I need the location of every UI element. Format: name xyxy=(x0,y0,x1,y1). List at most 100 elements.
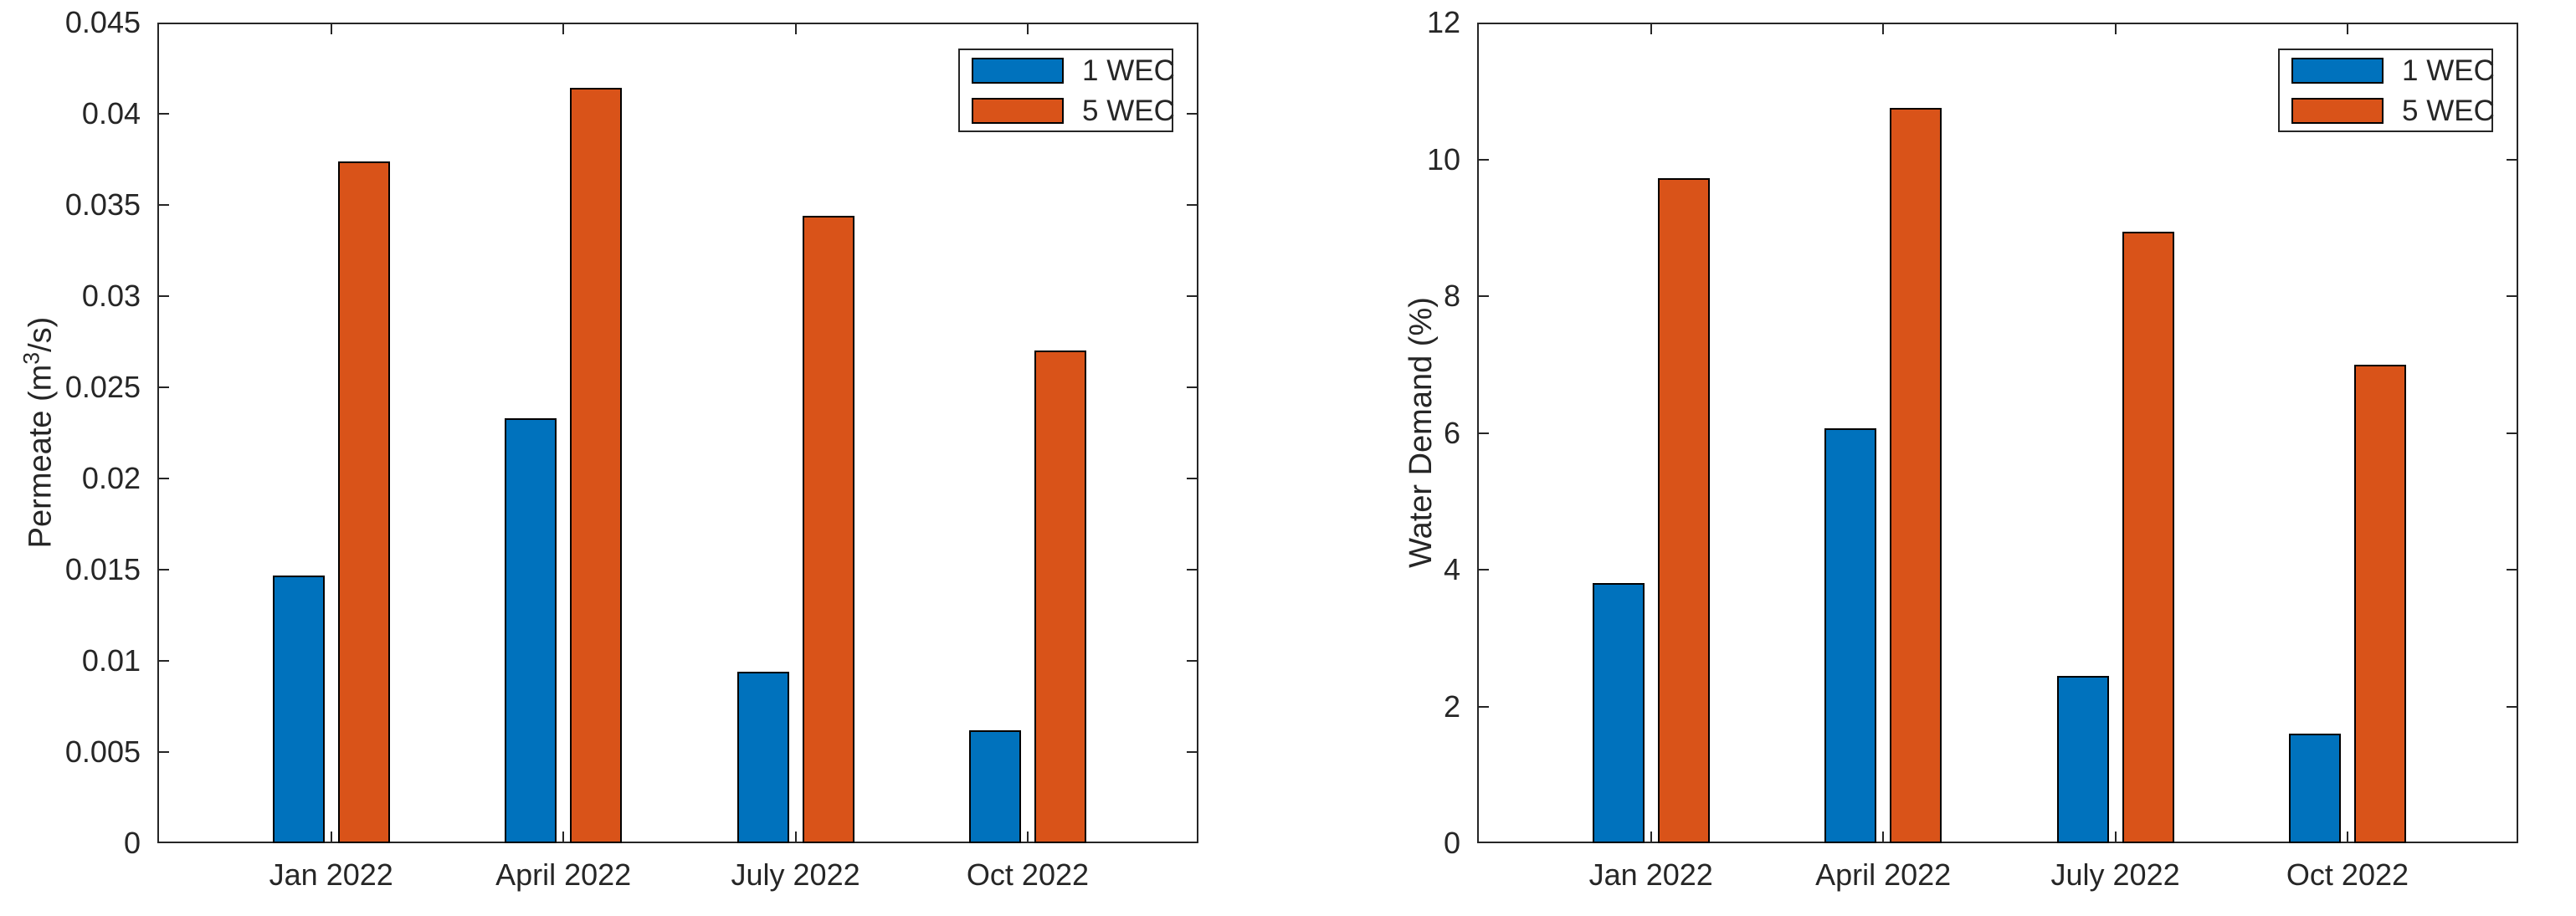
y-axis-title-text: Water Demand (%) xyxy=(1403,297,1439,568)
bar-1wec-july-2022 xyxy=(736,672,789,843)
legend-item: 1 WEC xyxy=(972,56,1175,85)
bar-5wec-oct-2022 xyxy=(1034,351,1086,843)
x-tick-mark xyxy=(2346,832,2348,843)
legend-swatch-5wec xyxy=(972,97,1064,124)
y-tick-label: 0.015 xyxy=(64,552,141,586)
x-tick-label: April 2022 xyxy=(495,857,632,892)
x-tick-label: July 2022 xyxy=(2050,857,2180,892)
x-tick-mark xyxy=(794,832,797,843)
bar-5wec-oct-2022 xyxy=(2353,364,2406,843)
y-tick-mark xyxy=(157,660,169,662)
y-tick-label: 4 xyxy=(1443,552,1460,586)
bar-5wec-jan-2022 xyxy=(1657,177,1710,843)
x-tick-label: July 2022 xyxy=(731,857,860,892)
bar-1wec-jan-2022 xyxy=(272,575,325,843)
x-tick-label: Jan 2022 xyxy=(269,857,393,892)
legend-label: 1 WEC xyxy=(2402,54,2495,87)
x-tick-mark xyxy=(1882,23,1885,34)
legend-swatch-5wec xyxy=(2291,97,2384,124)
legend-item: 5 WEC xyxy=(972,96,1175,125)
y-tick-label: 0.035 xyxy=(64,187,141,222)
x-tick-label: Oct 2022 xyxy=(2286,857,2409,892)
y-tick-mark xyxy=(157,113,169,115)
y-axis-title-superscript: 3 xyxy=(18,351,44,365)
y-tick-mark xyxy=(2507,295,2518,297)
legend-label: 5 WEC xyxy=(2402,94,2495,127)
y-tick-mark xyxy=(1187,386,1198,388)
x-tick-label: April 2022 xyxy=(1815,857,1952,892)
x-tick-label: Jan 2022 xyxy=(1588,857,1713,892)
y-tick-mark xyxy=(157,751,169,753)
legend: 1 WEC 5 WEC xyxy=(2278,49,2495,132)
y-tick-mark xyxy=(1187,478,1198,479)
y-tick-label: 10 xyxy=(1426,141,1460,177)
y-tick-mark xyxy=(1187,751,1198,753)
y-tick-label: 6 xyxy=(1443,415,1460,450)
y-tick-label: 0 xyxy=(123,826,141,860)
y-tick-label: 0.04 xyxy=(81,96,141,130)
y-tick-label: 0.045 xyxy=(64,5,141,39)
y-tick-mark xyxy=(1187,204,1198,206)
bar-5wec-april-2022 xyxy=(1890,108,1942,843)
y-tick-label: 0.01 xyxy=(81,643,141,678)
y-tick-mark xyxy=(1477,705,1489,708)
y-axis-title-text: /s) xyxy=(22,316,58,352)
x-tick-mark xyxy=(562,832,565,843)
bar-5wec-july-2022 xyxy=(2122,232,2174,843)
bar-5wec-july-2022 xyxy=(802,216,854,843)
x-tick-mark xyxy=(562,23,565,34)
legend-swatch-1wec xyxy=(2291,57,2384,84)
y-axis-title: Permeate (m3/s) xyxy=(18,316,58,549)
y-tick-label: 0.02 xyxy=(81,461,141,495)
y-tick-mark xyxy=(1477,569,1489,571)
x-tick-mark xyxy=(2346,23,2348,34)
x-tick-mark xyxy=(2114,832,2117,843)
x-tick-mark xyxy=(330,832,332,843)
y-tick-mark xyxy=(157,569,169,571)
x-tick-label: Oct 2022 xyxy=(966,857,1090,892)
plot-area xyxy=(157,23,1198,843)
x-tick-mark xyxy=(794,23,797,34)
y-tick-label: 12 xyxy=(1426,5,1460,39)
bar-1wec-april-2022 xyxy=(505,418,557,843)
bar-5wec-jan-2022 xyxy=(337,161,390,843)
x-tick-mark xyxy=(1026,23,1029,34)
y-tick-label: 0.025 xyxy=(64,370,141,404)
bar-1wec-oct-2022 xyxy=(968,729,1021,843)
y-tick-label: 0 xyxy=(1443,826,1460,860)
y-tick-label: 0.03 xyxy=(81,279,141,313)
bar-1wec-april-2022 xyxy=(1824,427,1877,843)
y-tick-mark xyxy=(1187,660,1198,662)
y-tick-mark xyxy=(1187,295,1198,297)
y-tick-mark xyxy=(1187,113,1198,115)
y-tick-mark xyxy=(1477,158,1489,161)
x-tick-mark xyxy=(2114,23,2117,34)
y-tick-mark xyxy=(157,204,169,206)
y-tick-mark xyxy=(1187,569,1198,571)
y-tick-mark xyxy=(2507,158,2518,161)
bar-1wec-jan-2022 xyxy=(1592,583,1645,843)
y-tick-label: 8 xyxy=(1443,279,1460,313)
y-tick-mark xyxy=(157,295,169,297)
y-tick-mark xyxy=(2507,432,2518,434)
y-tick-label: 0.005 xyxy=(64,734,141,769)
x-tick-mark xyxy=(1882,832,1885,843)
y-tick-mark xyxy=(2507,569,2518,571)
bar-1wec-oct-2022 xyxy=(2288,734,2341,843)
y-tick-mark xyxy=(157,478,169,479)
y-tick-mark xyxy=(1477,432,1489,434)
y-tick-label: 2 xyxy=(1443,688,1460,724)
bar-1wec-july-2022 xyxy=(2056,675,2109,843)
legend-swatch-1wec xyxy=(972,57,1064,84)
legend: 1 WEC 5 WEC xyxy=(958,49,1175,132)
x-tick-mark xyxy=(330,23,332,34)
y-axis-title-text: Permeate (m xyxy=(22,364,58,549)
x-tick-mark xyxy=(1650,23,1652,34)
x-tick-mark xyxy=(1650,832,1652,843)
y-tick-mark xyxy=(157,386,169,388)
y-tick-mark xyxy=(1477,295,1489,297)
y-tick-mark xyxy=(2507,705,2518,708)
legend-label: 5 WEC xyxy=(1082,94,1175,127)
legend-label: 1 WEC xyxy=(1082,54,1175,87)
